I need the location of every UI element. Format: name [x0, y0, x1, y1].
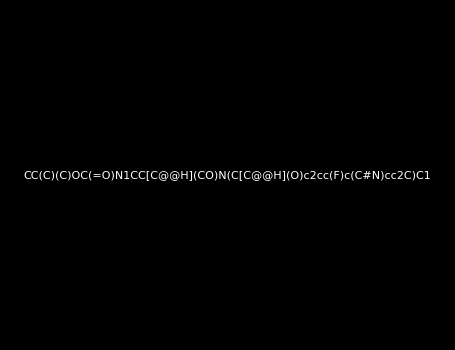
Text: CC(C)(C)OC(=O)N1CC[C@@H](CO)N(C[C@@H](O)c2cc(F)c(C#N)cc2C)C1: CC(C)(C)OC(=O)N1CC[C@@H](CO)N(C[C@@H](O)…: [24, 170, 431, 180]
